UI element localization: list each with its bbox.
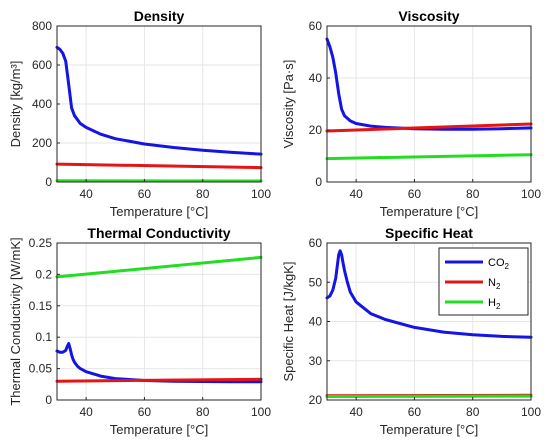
y-tick-label: 40 (309, 315, 323, 329)
panel-title: Thermal Conductivity (87, 225, 230, 241)
x-tick-label: 100 (521, 405, 541, 419)
y-tick-label: 0.2 (35, 267, 52, 281)
x-tick-label: 60 (138, 187, 152, 201)
series-line-n2 (325, 122, 533, 133)
x-tick-label: 80 (196, 187, 210, 201)
x-axis-label: Temperature [°C] (380, 422, 478, 437)
y-tick-label: 40 (309, 71, 323, 85)
panel-2: 40 60 80 100 0 20 40 60 Viscosity Temperature [°C… (281, 8, 541, 219)
x-tick-label: 80 (466, 405, 480, 419)
series-line-co2 (55, 45, 263, 156)
series-line-h2 (325, 153, 533, 161)
series-line-h2 (55, 255, 263, 279)
y-axis-label: Thermal Conductivity [W/mK] (8, 237, 23, 405)
y-tick-label: 0 (45, 393, 52, 407)
x-axis-label: Temperature [°C] (110, 422, 208, 437)
x-tick-label: 60 (138, 405, 152, 419)
series-line-n2 (55, 162, 263, 170)
y-tick-label: 60 (309, 236, 323, 250)
y-tick-label: 20 (309, 123, 323, 137)
panel-title: Specific Heat (385, 225, 473, 241)
x-tick-label: 40 (79, 187, 93, 201)
series-line-co2 (325, 37, 533, 131)
y-axis-label: Density [kg/m³] (8, 61, 23, 148)
x-tick-label: 60 (408, 405, 422, 419)
x-tick-label: 40 (349, 405, 363, 419)
panel-1: 40 60 80 100 0 200 400 600 800 Density Temperature… (8, 8, 271, 219)
y-axis-label: Specific Heat [J/kgK] (281, 262, 296, 382)
y-tick-label: 600 (32, 58, 52, 72)
x-tick-label: 80 (196, 405, 210, 419)
x-tick-label: 100 (251, 405, 271, 419)
y-tick-label: 20 (309, 393, 323, 407)
x-axis-label: Temperature [°C] (110, 204, 208, 219)
y-tick-label: 0 (315, 175, 322, 189)
x-tick-label: 100 (251, 187, 271, 201)
axes-frame (56, 242, 262, 401)
y-tick-label: 0 (45, 175, 52, 189)
x-tick-label: 60 (408, 187, 422, 201)
x-tick-label: 100 (521, 187, 541, 201)
y-tick-label: 30 (309, 354, 323, 368)
y-tick-label: 50 (309, 275, 323, 289)
series-line-co2 (325, 249, 533, 339)
legend-label-h2: H2 (488, 297, 501, 311)
y-tick-label: 200 (32, 136, 52, 150)
panel-4: 40 60 80 100 20 30 40 50 60 Specific Heat Temperat… (281, 225, 541, 437)
panel-3: 40 60 80 100 0 0.05 0.1 0.15 0.2 0.25 Thermal Cond… (8, 225, 271, 437)
panel-title: Viscosity (398, 8, 459, 24)
y-tick-label: 0.25 (29, 236, 53, 250)
legend-label-co2: CO2 (488, 257, 510, 271)
x-tick-label: 40 (79, 405, 93, 419)
y-tick-label: 0.05 (29, 362, 53, 376)
legend-label-n2: N2 (488, 277, 501, 291)
y-tick-label: 0.15 (29, 299, 53, 313)
y-tick-label: 800 (32, 19, 52, 33)
panel-title: Density (134, 8, 185, 24)
y-tick-label: 60 (309, 19, 323, 33)
x-tick-label: 40 (349, 187, 363, 201)
y-axis-label: Viscosity [Pa·s] (281, 60, 296, 149)
axes-frame (326, 25, 532, 183)
x-tick-label: 80 (466, 187, 480, 201)
x-axis-label: Temperature [°C] (380, 204, 478, 219)
series-line-n2 (55, 377, 263, 383)
legend: CO2 N2 H2 (438, 247, 529, 316)
y-tick-label: 400 (32, 97, 52, 111)
y-tick-label: 0.1 (35, 330, 52, 344)
